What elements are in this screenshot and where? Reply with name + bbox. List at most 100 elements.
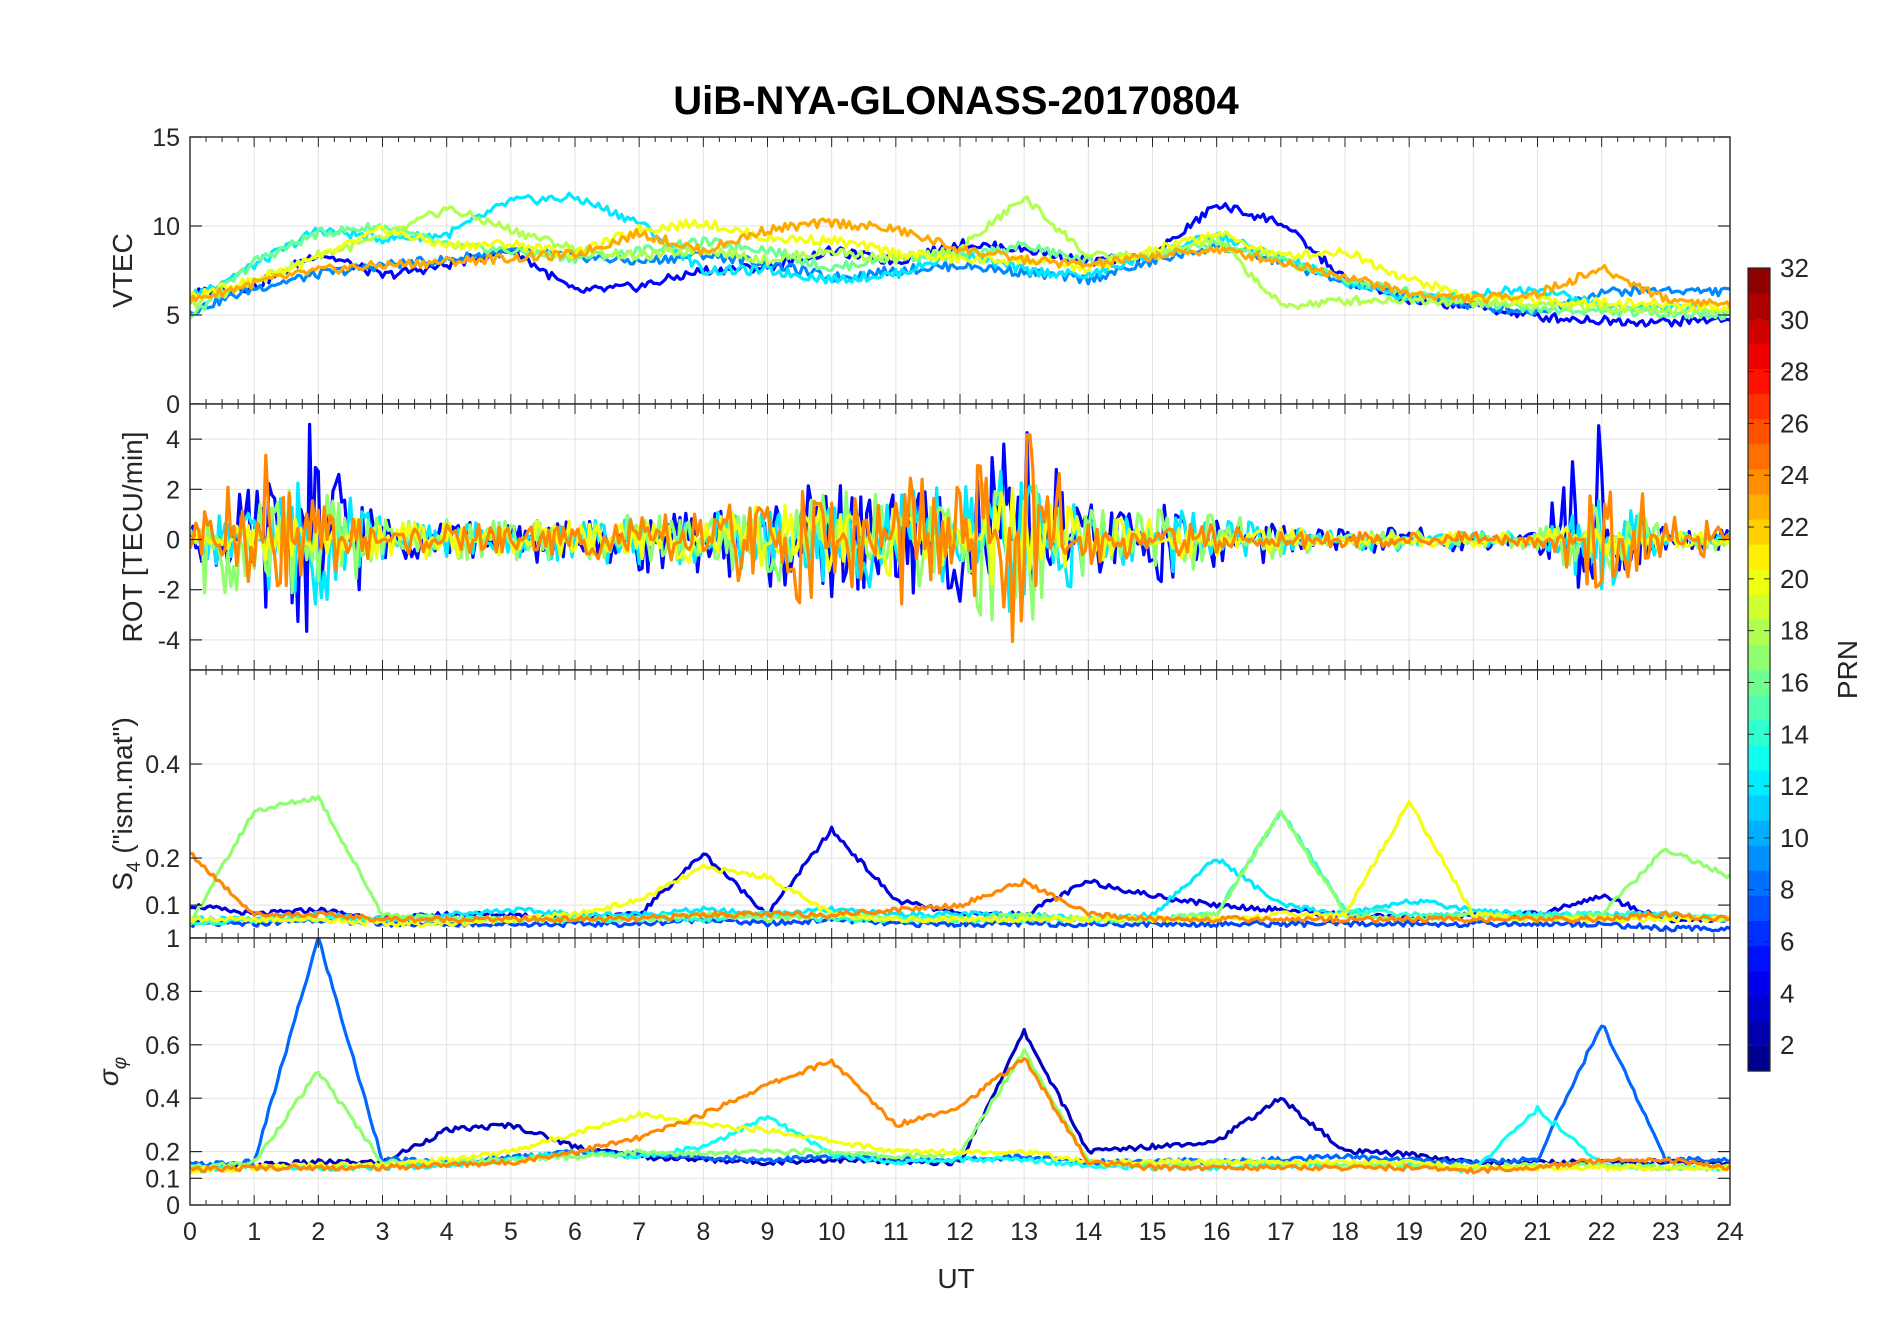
series-line-prn-23 — [190, 217, 1730, 309]
colorbar-segment — [1748, 970, 1770, 997]
x-axis: 0 1 2 3 4 5 6 7 8 9 10 11 12 13 14 15 16 17 18 19 20 21 22 23 24 — [183, 1218, 1744, 1246]
colorbar-segment — [1748, 744, 1770, 771]
series-line-prn-17 — [190, 1048, 1730, 1172]
x-tick-label: 16 — [1203, 1218, 1231, 1246]
x-tick-label: 6 — [568, 1218, 582, 1246]
colorbar-frame — [1747, 267, 1771, 1072]
colorbar-segment — [1748, 669, 1770, 696]
series-line-prn-24 — [190, 851, 1730, 924]
y-axis-label-vtec: VTEC — [107, 233, 138, 308]
x-tick-label: 21 — [1524, 1218, 1552, 1246]
series-line-prn-20 — [190, 1110, 1730, 1174]
colorbar-segment — [1748, 518, 1770, 545]
y-tick-label: 5 — [166, 302, 180, 330]
colorbar-tick-label: 32 — [1780, 253, 1809, 283]
y-tick-label: 0.4 — [145, 751, 180, 779]
x-tick-label: 24 — [1716, 1218, 1744, 1246]
y-tick-label: -2 — [158, 577, 180, 605]
y-axis-label-rot: ROT [TECU/min] — [117, 431, 148, 642]
colorbar-tick-label: 26 — [1780, 408, 1809, 438]
y-tick-label: 2 — [166, 476, 180, 504]
y-tick-label: 0.6 — [145, 1032, 180, 1060]
colorbar-segment — [1748, 594, 1770, 620]
colorbar-tick-label: 18 — [1780, 616, 1809, 646]
colorbar-segment — [1748, 318, 1770, 344]
x-axis-label: UT — [937, 1263, 974, 1294]
y-tick-label: 10 — [152, 213, 180, 241]
colorbar-segment — [1748, 694, 1770, 721]
colorbar-tick-label: 16 — [1780, 667, 1809, 697]
x-tick-label: 15 — [1139, 1218, 1167, 1246]
y-tick-label: 15 — [152, 124, 180, 152]
x-tick-label: 14 — [1074, 1218, 1102, 1246]
y-tick-label: 1 — [166, 925, 180, 953]
series-group — [190, 938, 1730, 1175]
series-group — [190, 191, 1730, 328]
x-tick-label: 18 — [1331, 1218, 1359, 1246]
panel-sigma: 00.10.2 0.4 0.6 0.8 1 σφ — [93, 925, 1731, 1220]
x-tick-label: 17 — [1267, 1218, 1295, 1246]
colorbar-tick-label: 10 — [1780, 823, 1809, 853]
colorbar-segment — [1748, 794, 1770, 821]
colorbar-segment — [1748, 368, 1770, 395]
y-tick-label: 0.2 — [145, 1139, 180, 1167]
colorbar-segment — [1748, 619, 1770, 646]
y-tick-label: 0.4 — [145, 1085, 180, 1113]
colorbar-tick-label: 20 — [1780, 564, 1809, 594]
colorbar-segment — [1748, 644, 1770, 671]
colorbar-segment — [1748, 443, 1770, 470]
colorbar-tick-label: 28 — [1780, 357, 1809, 387]
colorbar-tick-label: 8 — [1780, 875, 1794, 905]
colorbar-segment — [1748, 493, 1770, 520]
x-tick-label: 23 — [1652, 1218, 1680, 1246]
colorbar-segment — [1748, 544, 1770, 570]
colorbar-segment — [1748, 343, 1770, 369]
x-tick-label: 8 — [696, 1218, 710, 1246]
x-tick-label: 5 — [504, 1218, 518, 1246]
colorbar-segment — [1748, 468, 1770, 495]
series-line-prn-24 — [190, 433, 1730, 644]
colorbar-segment — [1748, 393, 1770, 420]
series-line-prn-20 — [190, 487, 1730, 587]
x-tick-label: 22 — [1588, 1218, 1616, 1246]
x-tick-label: 9 — [761, 1218, 775, 1246]
panel-s4: 0.1 0.2 0.4S4 ("ism.mat") — [107, 669, 1731, 939]
y-axis-label-s4: S4 ("ism.mat") — [107, 717, 145, 891]
y-tick-label: 0 — [166, 391, 180, 419]
chart-title: UiB-NYA-GLONASS-20170804 — [673, 79, 1239, 123]
y-tick-label: 0 — [166, 1192, 180, 1220]
series-line-prn-24 — [190, 1056, 1730, 1175]
x-tick-label: 4 — [440, 1218, 454, 1246]
colorbar-tick-label: 12 — [1780, 771, 1809, 801]
colorbar-segment — [1748, 845, 1770, 871]
series-group — [190, 422, 1730, 644]
y-tick-label: 0 — [166, 527, 180, 555]
x-tick-label: 19 — [1395, 1218, 1423, 1246]
y-tick-label: 0.1 — [145, 892, 180, 920]
x-tick-label: 20 — [1459, 1218, 1487, 1246]
panel-vtec: 0 5 10 15 VTEC — [107, 124, 1731, 419]
colorbar-segment — [1748, 995, 1770, 1022]
x-tick-label: 3 — [376, 1218, 390, 1246]
colorbar-segment — [1748, 1020, 1770, 1047]
x-tick-label: 2 — [311, 1218, 325, 1246]
colorbar-segment — [1748, 293, 1770, 319]
x-tick-label: 11 — [883, 1218, 909, 1246]
y-tick-label: 0.1 — [145, 1165, 180, 1193]
colorbar-tick-label: 22 — [1780, 512, 1809, 542]
colorbar-tick-label: 4 — [1780, 978, 1794, 1008]
x-tick-label: 10 — [818, 1218, 846, 1246]
colorbar-tick-label: 2 — [1780, 1030, 1794, 1060]
colorbar-segment — [1748, 719, 1770, 746]
y-axis-label-sigma: σφ — [93, 1057, 131, 1086]
x-tick-label: 13 — [1010, 1218, 1038, 1246]
panel-rot: -4 -2 0 2 4 ROT [TECU/min] — [117, 403, 1731, 671]
colorbar-segment — [1748, 870, 1770, 896]
colorbar-segment — [1748, 945, 1770, 972]
colorbar-segment — [1748, 895, 1770, 922]
colorbar-tick-label: 24 — [1780, 460, 1809, 490]
x-tick-label: 1 — [247, 1218, 261, 1246]
